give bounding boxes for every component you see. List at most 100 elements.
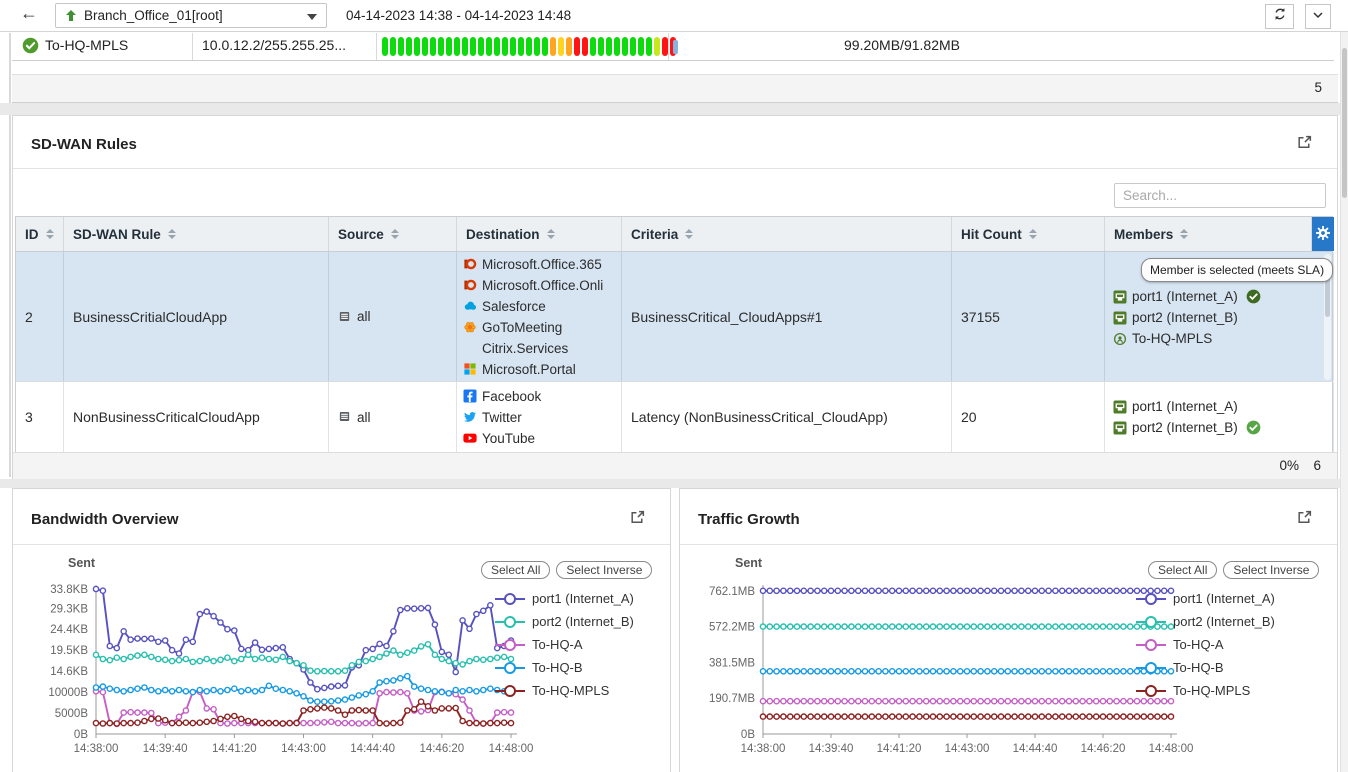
sdwan-rules-title: SD-WAN Rules	[31, 136, 137, 153]
status-segment	[518, 37, 524, 56]
column-header-id[interactable]: ID	[16, 217, 64, 251]
bandwidth-overview-legend: port1 (Internet_A) port2 (Internet_B) To-H…	[495, 587, 634, 702]
svg-text:14.6KB: 14.6KB	[50, 666, 88, 678]
status-segment	[598, 37, 604, 56]
legend-item[interactable]: To-HQ-B	[495, 656, 634, 679]
sort-icon	[45, 229, 54, 239]
column-header-members[interactable]: Members	[1105, 217, 1312, 251]
legend-item[interactable]: port2 (Internet_B)	[495, 610, 634, 633]
destination-item: Twitter	[463, 407, 621, 428]
status-segment	[638, 37, 644, 56]
legend-item[interactable]: To-HQ-MPLS	[495, 679, 634, 702]
svg-text:Sent: Sent	[68, 556, 96, 570]
column-header-destination[interactable]: Destination	[457, 217, 622, 251]
status-segment	[630, 37, 636, 56]
legend-item[interactable]: port1 (Internet_A)	[495, 587, 634, 610]
sla-check-icon	[1246, 420, 1261, 435]
column-label: Criteria	[631, 226, 679, 242]
legend-item[interactable]: port2 (Internet_B)	[1136, 610, 1275, 633]
chevron-down-icon	[1312, 8, 1324, 26]
column-settings-button[interactable]	[1312, 217, 1334, 251]
cell-rule-name: NonBusinessCriticalCloudApp	[64, 382, 329, 452]
legend-marker	[1136, 684, 1166, 698]
address-all-icon	[338, 410, 352, 424]
svg-text:14:48:00: 14:48:00	[489, 743, 534, 755]
date-range-label: 04-14-2023 14:38 - 04-14-2023 14:48	[346, 8, 572, 23]
legend-item[interactable]: To-HQ-A	[495, 633, 634, 656]
member-item: port2 (Internet_B)	[1113, 417, 1333, 438]
status-segment	[566, 37, 572, 56]
column-header-sd-wan-rule[interactable]: SD-WAN Rule	[64, 217, 329, 251]
svg-text:0B: 0B	[74, 729, 88, 741]
status-segment	[486, 37, 492, 56]
interface-row[interactable]: To-HQ-MPLS 10.0.12.2/255.255.25... 99.20…	[12, 32, 1334, 61]
status-segment	[438, 37, 444, 56]
rules-footer-count: 6	[1313, 458, 1321, 473]
device-selector-dropdown[interactable]: Branch_Office_01[root]	[55, 3, 327, 28]
legend-item[interactable]: To-HQ-MPLS	[1136, 679, 1275, 702]
status-segment	[406, 37, 412, 56]
status-segment	[526, 37, 532, 56]
traffic-growth-panel: Traffic Growth Select All Select Inverse …	[679, 488, 1338, 772]
legend-marker	[1136, 638, 1166, 652]
destination-item: Citrix.Services	[463, 338, 621, 359]
export-icon[interactable]	[1296, 134, 1313, 156]
svg-text:14:38:00: 14:38:00	[741, 743, 786, 755]
status-segment	[558, 37, 564, 56]
port-interface-icon	[1113, 400, 1127, 414]
column-header-source[interactable]: Source	[329, 217, 457, 251]
select-all-button[interactable]: Select All	[481, 561, 551, 579]
table-row[interactable]: 2 BusinessCritialCloudApp all Microsoft.Off…	[15, 252, 1334, 382]
select-all-button[interactable]: Select All	[1148, 561, 1218, 579]
select-inverse-button[interactable]: Select Inverse	[1223, 561, 1320, 579]
svg-text:14:46:20: 14:46:20	[1081, 743, 1126, 755]
refresh-button[interactable]	[1265, 4, 1294, 29]
interface-ip: 10.0.12.2/255.255.25...	[202, 37, 347, 53]
cell-rule-name: BusinessCritialCloudApp	[64, 252, 329, 381]
legend-label: port2 (Internet_B)	[532, 614, 634, 629]
svg-text:14:43:00: 14:43:00	[281, 743, 326, 755]
back-arrow-icon[interactable]: ←	[20, 3, 38, 23]
legend-item[interactable]: port1 (Internet_A)	[1136, 587, 1275, 610]
status-segment	[622, 37, 628, 56]
office-icon	[463, 257, 477, 271]
legend-item[interactable]: To-HQ-A	[1136, 633, 1275, 656]
cell-source: all	[329, 382, 457, 452]
destination-item: GoToMeeting	[463, 317, 621, 338]
svg-text:14:44:40: 14:44:40	[1013, 743, 1058, 755]
destination-item: Microsoft.Office.365	[463, 254, 621, 275]
toolbar-more-dropdown-button[interactable]	[1305, 4, 1331, 29]
youtube-icon	[463, 431, 477, 445]
table-row[interactable]: 3 NonBusinessCriticalCloudApp all Facebook T…	[15, 382, 1334, 453]
rules-search-input[interactable]	[1114, 183, 1326, 208]
status-segment	[446, 37, 452, 56]
rules-footer: 0% 6	[13, 452, 1337, 480]
svg-text:572.2MB: 572.2MB	[709, 622, 755, 634]
export-icon[interactable]	[1296, 509, 1313, 531]
export-icon[interactable]	[629, 509, 646, 531]
chart-pills: Select All Select Inverse	[1148, 561, 1325, 579]
select-inverse-button[interactable]: Select Inverse	[556, 561, 653, 579]
svg-text:19.5KB: 19.5KB	[50, 645, 88, 657]
legend-marker	[1136, 592, 1166, 606]
svg-text:Sent: Sent	[735, 556, 763, 570]
column-header-hit-count[interactable]: Hit Count	[952, 217, 1105, 251]
legend-label: To-HQ-A	[532, 637, 583, 652]
destination-item: YouTube	[463, 428, 621, 449]
page-scrollbar[interactable]	[1340, 32, 1348, 772]
port-interface-icon	[1113, 421, 1127, 435]
legend-item[interactable]: To-HQ-B	[1136, 656, 1275, 679]
svg-text:5000B: 5000B	[55, 708, 89, 720]
svg-text:14:39:40: 14:39:40	[143, 743, 188, 755]
rules-footer-percent: 0%	[1279, 458, 1299, 473]
members-cell-scrollbar[interactable]	[1324, 254, 1331, 380]
svg-text:14:46:20: 14:46:20	[419, 743, 464, 755]
refresh-icon	[1273, 7, 1287, 26]
status-segment	[646, 37, 652, 56]
member-item: port2 (Internet_B)	[1113, 307, 1333, 328]
svg-text:14:48:00: 14:48:00	[1149, 743, 1194, 755]
page-scrollbar-thumb[interactable]	[1342, 48, 1347, 198]
sort-icon	[167, 229, 176, 239]
column-header-criteria[interactable]: Criteria	[622, 217, 952, 251]
svg-text:14:39:40: 14:39:40	[809, 743, 854, 755]
